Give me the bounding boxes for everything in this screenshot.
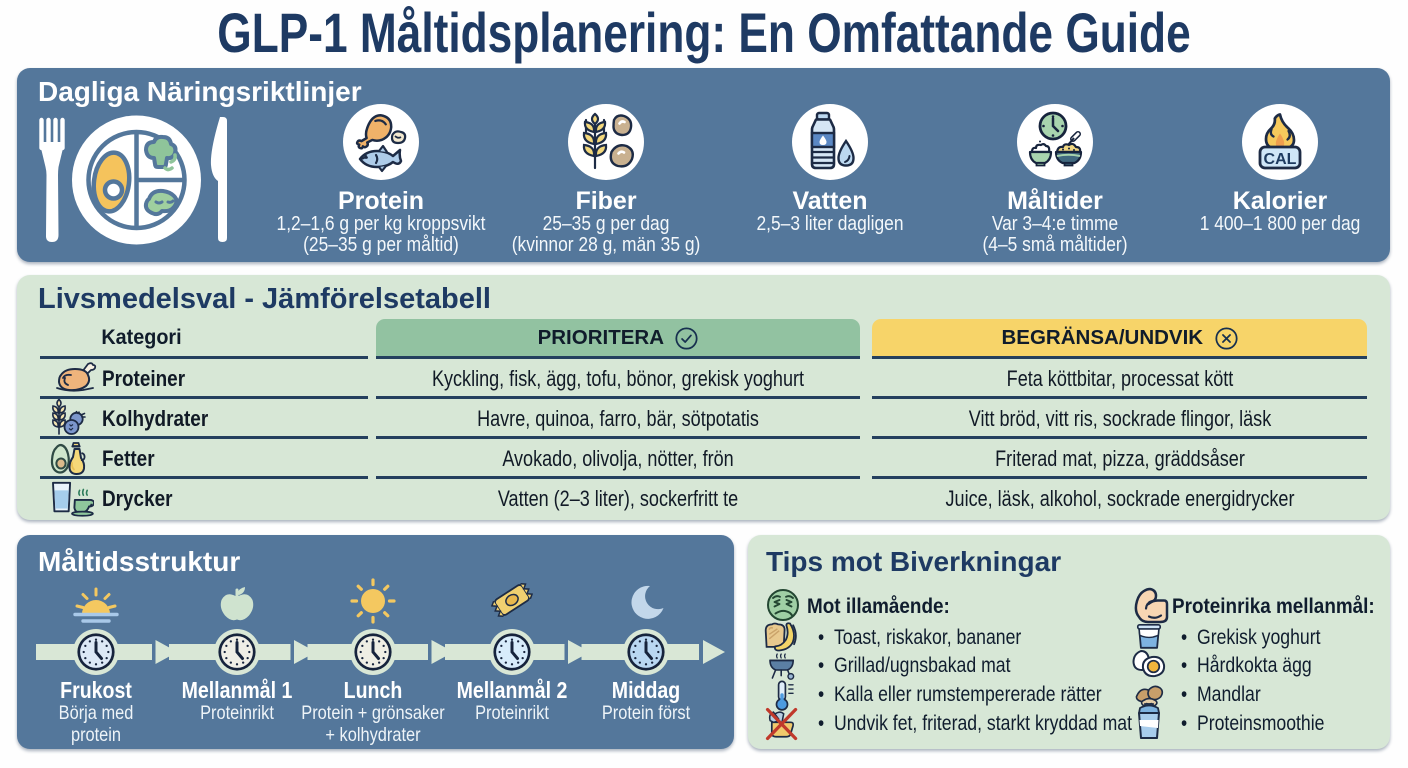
svg-text:CAL: CAL	[1264, 151, 1297, 168]
